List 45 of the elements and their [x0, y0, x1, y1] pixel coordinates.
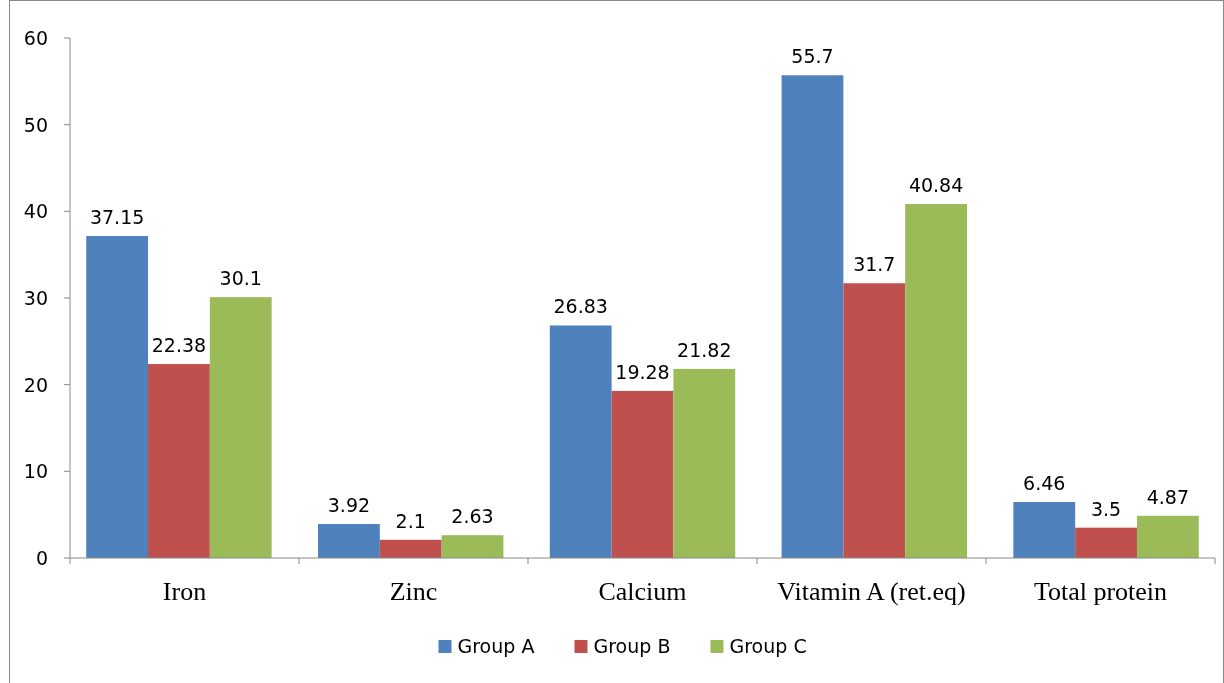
- data-label: 19.28: [615, 360, 670, 383]
- data-label: 3.92: [327, 494, 371, 517]
- bar: [673, 368, 736, 558]
- bar: [441, 535, 504, 558]
- y-tick-label: 0: [35, 547, 48, 569]
- bar: [843, 283, 906, 558]
- bar: [1136, 515, 1199, 558]
- data-label: 6.46: [1023, 472, 1066, 495]
- y-tick-label: 40: [23, 200, 48, 223]
- y-tick-label: 50: [23, 113, 48, 136]
- bar: [379, 539, 442, 558]
- data-label: 3.5: [1090, 497, 1122, 520]
- data-label: 31.7: [853, 253, 896, 276]
- bar: [1013, 502, 1076, 558]
- bar: [549, 325, 612, 558]
- data-label: 2.63: [451, 505, 494, 528]
- y-tick-label: 60: [23, 27, 48, 49]
- legend-label: Group B: [593, 635, 671, 657]
- bar: [148, 364, 210, 558]
- legend-label: Group A: [457, 635, 535, 657]
- data-label: 30.1: [219, 267, 262, 290]
- x-tick-label: Total protein: [1033, 577, 1168, 606]
- bar: [781, 75, 844, 558]
- x-tick-label: Calcium: [598, 577, 687, 606]
- data-label: 40.84: [908, 174, 964, 197]
- data-label: 22.38: [151, 334, 207, 357]
- x-tick-label: Iron: [162, 577, 207, 606]
- bar: [209, 297, 272, 558]
- data-label: 2.1: [395, 509, 426, 532]
- data-label: 26.83: [553, 295, 608, 318]
- data-label: 21.82: [677, 338, 732, 361]
- bar: [86, 236, 149, 558]
- legend-label: Group C: [729, 635, 807, 657]
- bar: [611, 390, 674, 558]
- y-tick-label: 20: [23, 373, 48, 396]
- data-label: 55.7: [791, 45, 834, 68]
- x-tick-label: Zinc: [389, 577, 438, 606]
- y-tick-label: 10: [23, 460, 48, 483]
- y-tick-label: 30: [23, 287, 48, 309]
- data-label: 37.15: [89, 206, 145, 229]
- data-label: 4.87: [1146, 485, 1190, 508]
- bar: [318, 524, 380, 558]
- bar: [905, 204, 967, 558]
- bar: [1075, 527, 1137, 558]
- x-tick-label: Vitamin A (ret.eq): [777, 577, 966, 606]
